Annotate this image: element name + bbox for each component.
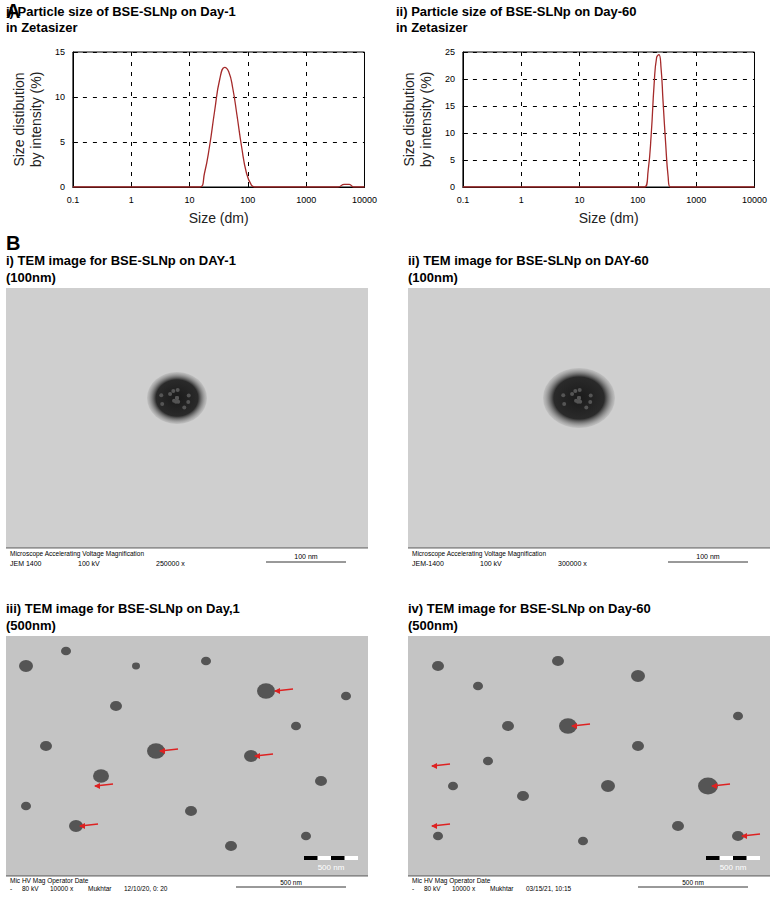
svg-text:0: 0 [450,182,455,192]
svg-text:80 kV: 80 kV [424,885,441,892]
svg-text:Microscope Accelerating Voltag: Microscope Accelerating Voltage Magnific… [412,550,546,558]
svg-text:JEM-1400: JEM-1400 [412,560,444,567]
html-text:ii) Particle size of BSE-SLNp: ii) Particle size of BSE-SLNp on Day-60 … [396,4,637,35]
html-text:A: A [6,0,21,22]
svg-text:03/15/21, 10:15: 03/15/21, 10:15 [526,885,572,892]
svg-text:10: 10 [445,128,455,138]
svg-text:10000 x: 10000 x [452,885,476,892]
svg-text:10: 10 [55,92,65,102]
svg-text:by intensity (%): by intensity (%) [28,72,44,168]
svg-text:1000: 1000 [686,195,706,205]
svg-text:500 nm: 500 nm [280,879,302,886]
svg-text:Microscope Accelerating Voltag: Microscope Accelerating Voltage Magnific… [10,550,144,558]
svg-text:250000 x: 250000 x [156,560,185,567]
html-text:ii) TEM image for BSE-SLNp on: ii) TEM image for BSE-SLNp on DAY-60 (10… [408,253,649,285]
svg-text:100 kV: 100 kV [480,560,502,567]
svg-text:1000: 1000 [296,195,316,205]
svg-text:100: 100 [630,195,645,205]
svg-text:1: 1 [129,195,134,205]
svg-text:Mukhtar: Mukhtar [88,885,112,892]
svg-text:5: 5 [60,137,65,147]
svg-text:100 nm: 100 nm [294,553,318,560]
svg-text:JEM 1400: JEM 1400 [10,560,42,567]
svg-text:100: 100 [240,195,255,205]
svg-text:0: 0 [60,182,65,192]
svg-text:15: 15 [445,101,455,111]
svg-text:Mic HV Mag Operator: Mic HV Mag Operator Date [10,877,89,885]
svg-text:-: - [10,885,12,892]
svg-text:10000 x: 10000 x [50,885,74,892]
html-text:i) Particle size of BSE-SLNp o: i) Particle size of BSE-SLNp on Day-1 in… [6,4,236,35]
svg-text:5: 5 [450,155,455,165]
svg-text:Size (dm): Size (dm) [579,210,639,226]
svg-text:Size distibution: Size distibution [11,72,27,166]
svg-text:10: 10 [575,195,585,205]
svg-text:25: 25 [445,47,455,57]
svg-text:500 nm: 500 nm [318,863,345,872]
svg-text:10: 10 [185,195,195,205]
svg-text:20: 20 [445,74,455,84]
html-text:iv) TEM image for BSE-SLNp on: iv) TEM image for BSE-SLNp on Day-60 (50… [408,601,651,633]
svg-text:Mukhtar: Mukhtar [490,885,514,892]
svg-text:12/10/20, 0: 20: 12/10/20, 0: 20 [124,885,168,892]
svg-text:100 nm: 100 nm [696,553,720,560]
svg-text:15: 15 [55,47,65,57]
svg-text:500 nm: 500 nm [682,879,704,886]
html-text:i) TEM image for BSE-SLNp on D: i) TEM image for BSE-SLNp on DAY-1 (100n… [6,253,236,285]
svg-text:300000 x: 300000 x [558,560,587,567]
html-text:B: B [6,232,21,254]
svg-text:Mic HV Mag Operator: Mic HV Mag Operator Date [412,877,491,885]
svg-text:80 kV: 80 kV [22,885,39,892]
html-text:iii) TEM image for BSE-SLNp on: iii) TEM image for BSE-SLNp on Day,1 (50… [6,601,240,633]
svg-text:10000: 10000 [742,195,767,205]
svg-text:500 nm: 500 nm [720,863,747,872]
svg-text:100 kV: 100 kV [78,560,100,567]
svg-text:0.1: 0.1 [457,195,470,205]
svg-text:by intensity (%): by intensity (%) [418,72,434,168]
svg-text:-: - [412,885,414,892]
svg-text:Size (dm): Size (dm) [189,210,249,226]
svg-text:Size distibution: Size distibution [401,72,417,166]
svg-text:10000: 10000 [352,195,377,205]
svg-text:0.1: 0.1 [67,195,80,205]
svg-text:1: 1 [519,195,524,205]
